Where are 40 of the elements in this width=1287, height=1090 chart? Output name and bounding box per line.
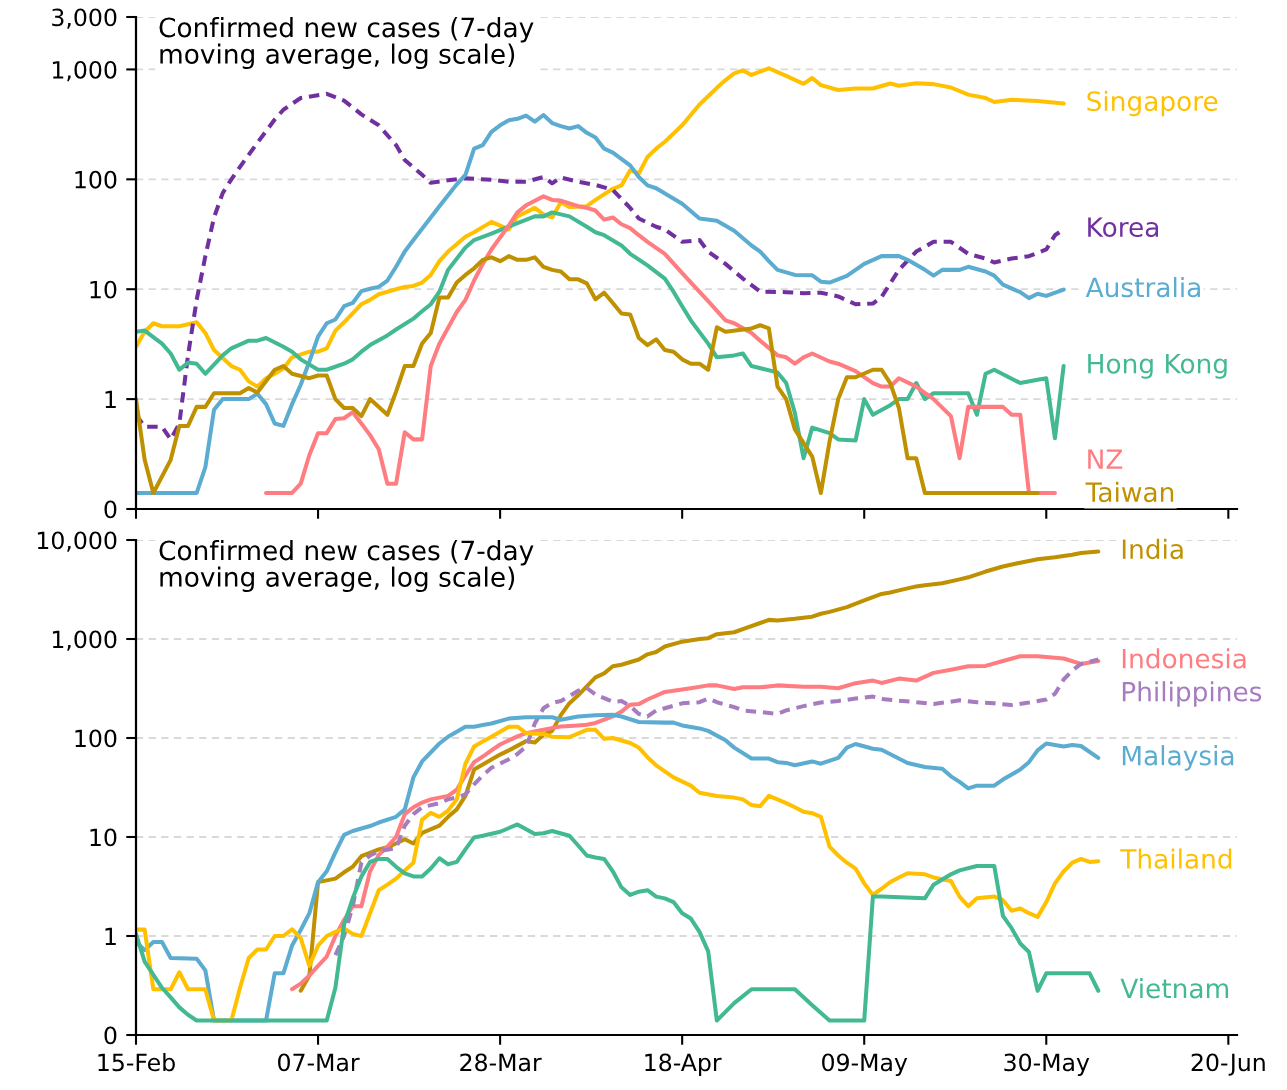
series-label: Indonesia	[1122, 648, 1246, 669]
x-tick-label: 18-Apr	[645, 1053, 722, 1076]
line-series	[136, 112, 1066, 495]
x-tick-label: 15-Feb	[98, 1053, 175, 1072]
y-tick-label: 0	[104, 500, 117, 519]
series-label: NZ	[1088, 449, 1123, 469]
chart-title: Confirmed new cases (7-day moving average, log scale)	[159, 540, 534, 593]
series-label: Australia	[1085, 276, 1200, 298]
series-label: Taiwan	[1085, 481, 1174, 503]
line-series	[136, 210, 1066, 461]
series-label: Hong Kong	[1088, 354, 1227, 379]
y-tick-label: 10	[90, 280, 117, 299]
series-label: Vietnam	[1120, 977, 1229, 999]
x-tick-label: 07-Mar	[278, 1053, 360, 1072]
y-tick-label: 0	[104, 1026, 117, 1045]
line-series	[290, 654, 1101, 992]
y-tick-label: 100	[75, 729, 117, 748]
series-label: Singapore	[1087, 90, 1218, 117]
chart-title: Confirmed new cases (7-day moving average, log scale)	[159, 17, 534, 70]
line-series	[136, 254, 1040, 495]
y-tick-label: 1	[105, 390, 116, 409]
series-label: Korea	[1088, 217, 1159, 238]
x-tick-label: 20-Jun	[1191, 1053, 1265, 1076]
line-series	[136, 822, 1101, 1023]
y-tick-label: 10,000	[37, 531, 117, 552]
y-tick-label: 3,000	[52, 8, 117, 29]
x-tick-label: 30-May	[1004, 1053, 1090, 1076]
x-tick-label: 09-May	[822, 1053, 908, 1076]
series-label: India	[1122, 538, 1183, 560]
line-series	[333, 657, 1101, 958]
y-tick-label: 100	[75, 170, 117, 189]
line-series	[264, 194, 1057, 495]
series-label: Philippines	[1122, 681, 1262, 707]
series-label: Thailand	[1120, 848, 1232, 869]
y-tick-label: 1	[105, 927, 116, 945]
series-label: Malaysia	[1122, 745, 1234, 771]
y-tick-label: 1,000	[52, 630, 117, 651]
x-tick-label: 28-Mar	[460, 1053, 542, 1072]
y-tick-label: 1,000	[52, 60, 117, 82]
y-tick-label: 10	[90, 828, 117, 847]
